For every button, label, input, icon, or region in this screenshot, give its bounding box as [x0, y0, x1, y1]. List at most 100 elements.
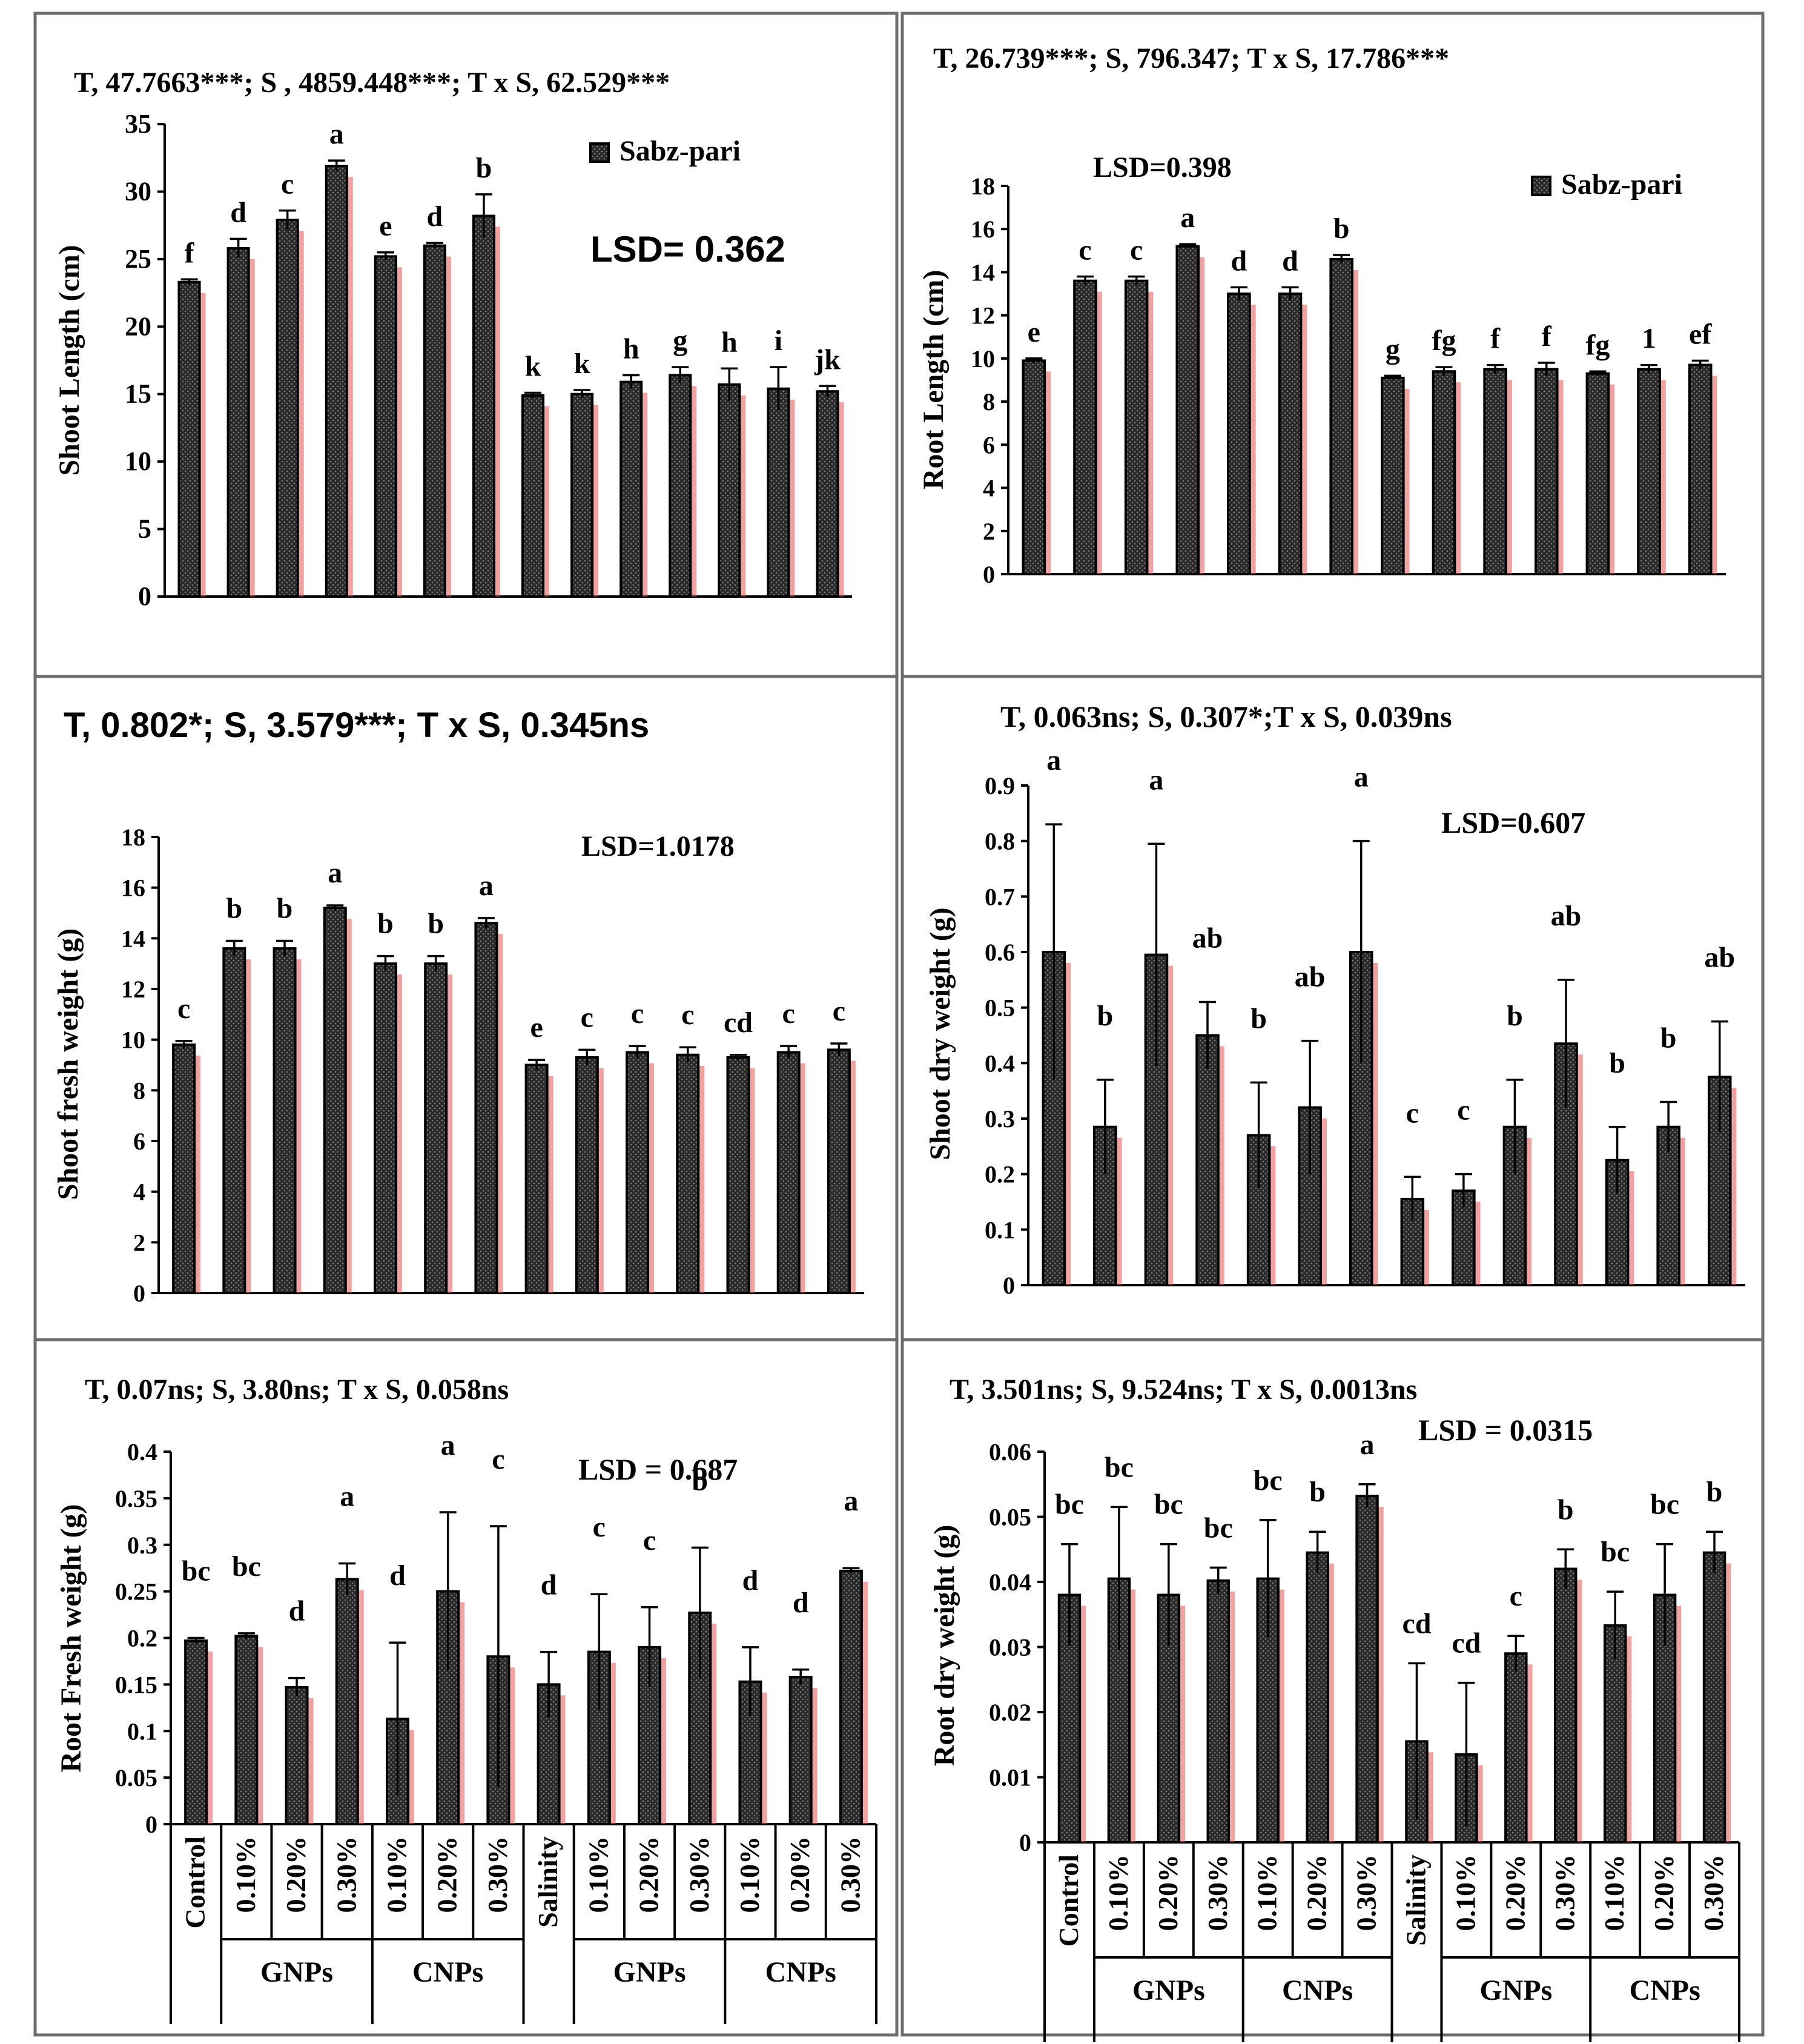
- bar: [1206, 1579, 1230, 1844]
- significance-letter: b: [1333, 213, 1350, 245]
- y-tick-label: 0.8: [985, 828, 1015, 855]
- significance-letter: d: [793, 1587, 809, 1619]
- bar: [587, 1650, 611, 1825]
- x-category-label: 0.30%: [482, 1836, 513, 1913]
- bar: [1483, 368, 1507, 575]
- panel-frame-3: [33, 675, 899, 1341]
- significance-letter: c: [1406, 1097, 1419, 1129]
- x-category-label: 0.20%: [784, 1836, 815, 1913]
- significance-letter: jk: [814, 343, 841, 375]
- significance-letter: b: [1097, 1000, 1114, 1032]
- x-category-label: 0.20%: [633, 1836, 664, 1913]
- significance-letter: a: [441, 1429, 455, 1461]
- y-tick-label: 0.06: [989, 1438, 1031, 1466]
- x-category-label: 0.10%: [230, 1836, 261, 1913]
- y-tick-label: 2: [133, 1229, 145, 1256]
- significance-letter: c: [281, 168, 294, 200]
- y-tick-label: 0.01: [989, 1764, 1031, 1791]
- x-category-label: 0.20%: [1648, 1854, 1679, 1931]
- bar: [1432, 370, 1456, 575]
- significance-letter: c: [643, 1524, 656, 1556]
- significance-letter: c: [1079, 234, 1091, 266]
- significance-letter: f: [1542, 320, 1552, 352]
- significance-letter: b: [1707, 1476, 1723, 1508]
- significance-letter: c: [681, 999, 694, 1031]
- significance-letter: e: [530, 1011, 543, 1043]
- panel-frame-5: [33, 1338, 899, 2037]
- x-group-label: CNPs: [412, 1956, 483, 1988]
- bar: [1702, 1551, 1726, 1844]
- significance-letter: b: [1309, 1476, 1326, 1508]
- significance-letter: b: [1609, 1047, 1625, 1079]
- bar: [273, 947, 297, 1294]
- bar: [1278, 293, 1303, 575]
- significance-letter: c: [833, 995, 845, 1027]
- y-tick-label: 0: [983, 561, 995, 588]
- y-tick-label: 0.25: [115, 1578, 157, 1606]
- bar: [570, 392, 594, 598]
- y-axis-label: Shoot dry weight (g): [924, 907, 956, 1160]
- significance-letter: bc: [1204, 1512, 1233, 1544]
- significance-letter: d: [541, 1569, 557, 1601]
- bar: [575, 1056, 599, 1294]
- bar: [676, 1053, 700, 1295]
- y-tick-label: 25: [125, 244, 151, 274]
- bar: [669, 374, 692, 598]
- bar: [524, 1063, 549, 1294]
- bar: [1329, 258, 1353, 576]
- significance-letter: e: [379, 210, 392, 242]
- bar: [718, 383, 741, 598]
- y-tick-label: 8: [133, 1077, 145, 1104]
- bar: [423, 244, 446, 598]
- bar: [1637, 368, 1661, 575]
- significance-letter: b: [377, 908, 394, 940]
- lsd-label: LSD = 0.0315: [1418, 1413, 1593, 1447]
- significance-letter: a: [329, 118, 344, 150]
- y-tick-label: 18: [971, 173, 995, 200]
- y-tick-label: 0: [1019, 1829, 1031, 1856]
- bar: [816, 390, 839, 598]
- y-tick-label: 0: [1003, 1272, 1015, 1299]
- significance-letter: a: [1354, 761, 1369, 793]
- y-tick-label: 6: [133, 1128, 145, 1155]
- y-tick-label: 0: [133, 1280, 145, 1307]
- significance-letter: c: [1130, 234, 1143, 266]
- significance-letter: d: [742, 1564, 759, 1596]
- significance-letter: ab: [1295, 961, 1326, 993]
- y-tick-label: 0.02: [989, 1699, 1031, 1726]
- y-tick-label: 0: [138, 581, 151, 611]
- bar: [1157, 1593, 1181, 1844]
- y-tick-label: 4: [983, 475, 995, 502]
- bar: [1381, 376, 1405, 575]
- bar: [424, 962, 448, 1294]
- bar: [285, 1685, 309, 1826]
- significance-letter: bc: [1650, 1489, 1679, 1521]
- lsd-label: LSD = 0.687: [578, 1452, 738, 1486]
- significance-letter: h: [721, 326, 738, 358]
- significance-letter: d: [230, 196, 246, 228]
- bar: [325, 165, 348, 598]
- significance-letter: c: [593, 1511, 606, 1543]
- bar: [776, 1051, 801, 1295]
- y-tick-label: 0.2: [127, 1625, 157, 1652]
- significance-letter: bc: [1601, 1536, 1630, 1568]
- bar: [767, 387, 790, 598]
- y-tick-label: 6: [983, 431, 995, 458]
- chart-5: T, 0.07ns; S, 3.80ns; T x S, 0.058ns 0 0.0…: [55, 1374, 877, 2024]
- bar: [335, 1578, 359, 1825]
- y-tick-label: 10: [125, 446, 151, 476]
- x-category-label: 0.30%: [684, 1836, 715, 1913]
- legend-swatch: [589, 142, 610, 163]
- significance-letter: d: [1231, 245, 1247, 277]
- y-tick-label: 10: [121, 1027, 145, 1054]
- significance-letter: 1: [1642, 323, 1656, 355]
- legend-swatch: [1531, 176, 1551, 196]
- y-tick-label: 16: [121, 875, 145, 902]
- y-tick-label: 0.4: [985, 1050, 1015, 1077]
- significance-letter: ab: [1704, 942, 1735, 974]
- bar: [827, 1048, 851, 1295]
- bar: [374, 255, 397, 598]
- chart-6: T, 3.501ns; S, 9.524ns; T x S, 0.0013ns 0…: [928, 1374, 1740, 2042]
- x-category-label: 0.20%: [1152, 1854, 1183, 1931]
- y-tick-label: 0.05: [989, 1504, 1031, 1531]
